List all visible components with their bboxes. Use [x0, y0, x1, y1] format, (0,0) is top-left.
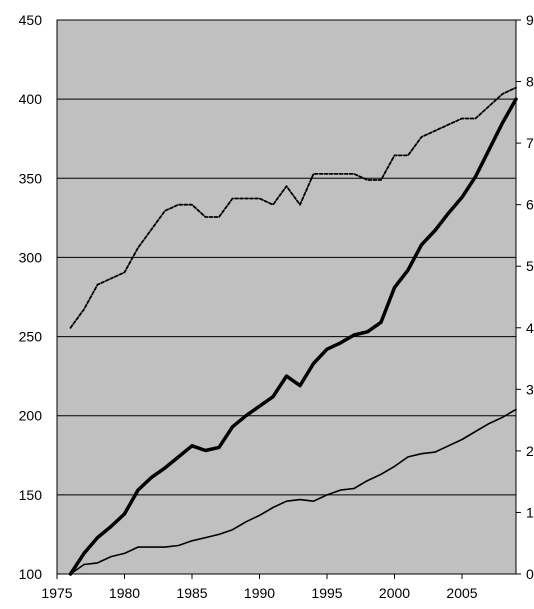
right-axis-tick-label: 9	[526, 12, 534, 28]
left-axis-tick-label: 100	[19, 566, 43, 582]
x-axis-tick-label: 2005	[446, 585, 477, 601]
right-axis-tick-label: 2	[526, 443, 534, 459]
x-axis-tick-label: 2000	[379, 585, 410, 601]
series-line-1	[68, 97, 518, 576]
x-axis-tick-label: 1990	[244, 585, 275, 601]
series-line-2	[69, 408, 517, 575]
left-axis-tick-label: 400	[19, 91, 43, 107]
right-axis-tick-label: 1	[526, 504, 534, 520]
left-axis-tick-label: 200	[19, 408, 43, 424]
right-axis-tick-label: 4	[526, 320, 534, 336]
right-axis-tick-label: 7	[526, 135, 534, 151]
left-axis-tick-labels: 100 150 200 250 300 350 400 450	[19, 12, 43, 582]
right-axis-tick-label: 3	[526, 381, 534, 397]
left-axis-tick-label: 250	[19, 329, 43, 345]
plot-frame	[56, 19, 517, 575]
left-axis-tick-label: 150	[19, 487, 43, 503]
x-axis-tick-label: 1995	[311, 585, 342, 601]
x-axis-tick-label: 1975	[41, 585, 72, 601]
left-axis-tick-label: 350	[19, 170, 43, 186]
right-axis-tick-label: 5	[526, 258, 534, 274]
series-layer	[68, 86, 518, 576]
right-axis-tick-label: 8	[526, 74, 534, 90]
left-axis-tick-label: 300	[19, 249, 43, 265]
right-axis-tick-label: 6	[526, 197, 534, 213]
right-axis-tick-label: 0	[526, 566, 534, 582]
left-axis-tick-label: 450	[19, 12, 43, 28]
right-axis-tick-labels: 0 1 2 3 4 5 6 7 8 9	[516, 12, 534, 582]
x-axis-tick-labels: 1975 1980 1985 1990 1995 2000 2005	[41, 574, 478, 601]
x-axis-tick-label: 1985	[176, 585, 207, 601]
series-line-3	[69, 86, 517, 329]
plot-area	[57, 20, 516, 574]
x-axis-tick-label: 1980	[109, 585, 140, 601]
